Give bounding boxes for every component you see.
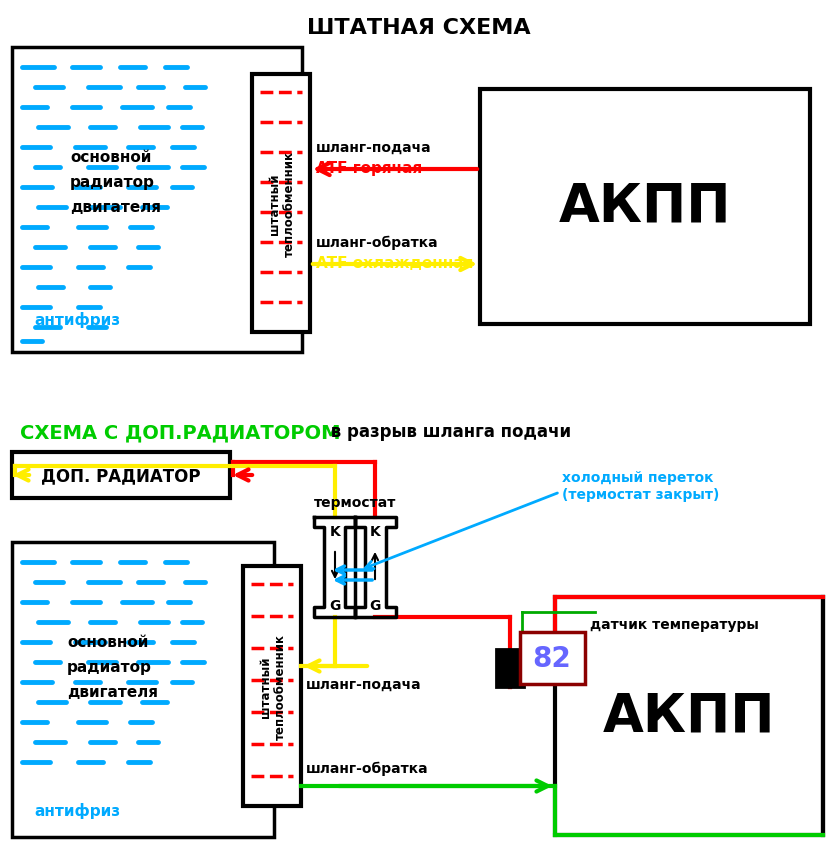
Text: основной: основной: [70, 150, 152, 165]
Text: ATF горячая: ATF горячая: [316, 160, 422, 176]
Text: (термостат закрыт): (термостат закрыт): [562, 487, 719, 502]
Bar: [243, 566, 301, 806]
Bar: [555, 597, 823, 835]
Text: ДОП. РАДИАТОР: ДОП. РАДИАТОР: [41, 467, 201, 485]
Text: G: G: [370, 598, 380, 612]
Text: АКПП: АКПП: [603, 690, 775, 742]
Text: термостат: термостат: [313, 496, 396, 509]
Bar: [520, 632, 585, 684]
Text: K: K: [370, 525, 380, 538]
Text: холодный переток: холодный переток: [562, 471, 713, 485]
Text: СХЕМА С ДОП.РАДИАТОРОМ: СХЕМА С ДОП.РАДИАТОРОМ: [20, 422, 340, 442]
Bar: [252, 75, 310, 333]
Text: 82: 82: [533, 644, 572, 672]
Text: в разрыв шланга подачи: в разрыв шланга подачи: [325, 422, 572, 440]
Bar: [12, 543, 274, 837]
Text: ШТАТНАЯ СХЕМА: ШТАТНАЯ СХЕМА: [308, 18, 530, 38]
Text: радиатор: радиатор: [70, 176, 155, 190]
Bar: [496, 649, 524, 688]
Bar: [12, 48, 302, 352]
Text: двигателя: двигателя: [67, 685, 158, 699]
Text: штатный
теплообменник: штатный теплообменник: [259, 633, 287, 739]
Text: шланг-обратка: шланг-обратка: [306, 761, 428, 775]
Text: радиатор: радиатор: [67, 659, 152, 675]
Text: штатный
теплообменник: штатный теплообменник: [268, 151, 296, 257]
Text: АКПП: АКПП: [559, 181, 732, 233]
Text: ATF охлажденная: ATF охлажденная: [316, 255, 473, 270]
Text: основной: основной: [67, 635, 148, 650]
Text: датчик температуры: датчик температуры: [590, 618, 759, 631]
Text: антифриз: антифриз: [34, 311, 120, 328]
Text: шланг-подача: шланг-подача: [316, 141, 432, 154]
Text: двигателя: двигателя: [70, 200, 161, 215]
Text: шланг-подача: шланг-подача: [306, 677, 422, 691]
Text: K: K: [329, 525, 340, 538]
Bar: [12, 452, 230, 498]
Bar: [480, 90, 810, 325]
Text: шланг-обратка: шланг-обратка: [316, 235, 438, 250]
Text: антифриз: антифриз: [34, 802, 120, 818]
Text: G: G: [329, 598, 341, 612]
